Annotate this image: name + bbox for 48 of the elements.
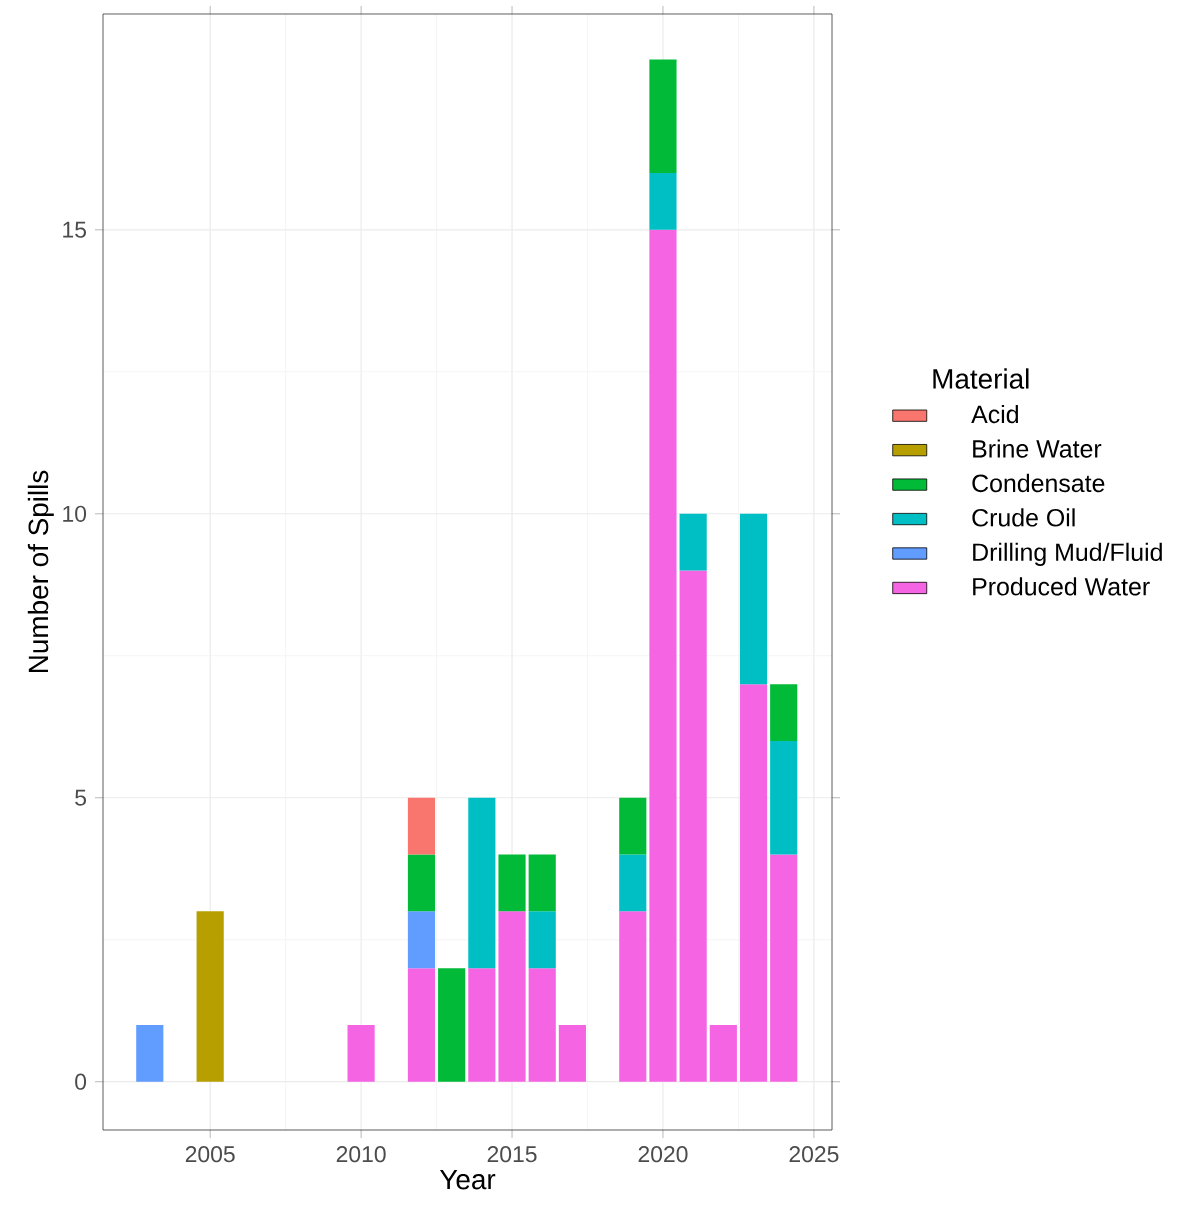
x-axis-title: Year [439, 1169, 496, 1190]
bar [528, 968, 556, 1082]
x-tick-label: 2025 [789, 1146, 839, 1163]
legend-label: Crude Oil [972, 508, 1075, 527]
legend-label: Brine Water [973, 439, 1102, 458]
bar [649, 229, 677, 1082]
bar [739, 684, 768, 1082]
bar [347, 1024, 375, 1082]
bar [679, 570, 707, 1082]
legend-label: Condensate [972, 473, 1105, 493]
bar [468, 797, 496, 969]
y-tick-label: 10 [63, 505, 87, 522]
y-tick-label: 0 [75, 1073, 87, 1090]
bar [619, 854, 647, 912]
legend-label: Acid [971, 404, 1018, 424]
bar [679, 513, 707, 571]
bar [709, 1024, 737, 1082]
bar [196, 911, 224, 1082]
bar [770, 684, 798, 741]
bar [619, 797, 647, 855]
bar [528, 854, 556, 912]
bar [558, 1024, 586, 1082]
bar [619, 911, 647, 1082]
x-tick-label: 2010 [336, 1146, 386, 1163]
y-tick-label: 15 [63, 221, 86, 238]
bar [407, 968, 436, 1082]
legend-label: Drilling Mud/Fluid [973, 542, 1162, 566]
y-tick-label: 5 [75, 789, 86, 806]
bar [407, 911, 436, 969]
bar [136, 1024, 164, 1082]
x-tick-label: 2015 [487, 1146, 537, 1163]
x-tick-label: 2020 [638, 1146, 688, 1163]
bar [407, 797, 436, 855]
legend-title: Material [933, 368, 1029, 389]
bar [498, 911, 526, 1082]
x-tick-label: 2005 [185, 1146, 235, 1163]
bar [438, 968, 466, 1082]
bar [649, 59, 677, 174]
bar [468, 968, 496, 1082]
bar [649, 173, 677, 230]
bar [498, 854, 526, 912]
bar [407, 854, 436, 912]
bar [770, 854, 798, 1082]
legend-label: Produced Water [973, 577, 1150, 596]
bar [739, 513, 768, 685]
bar [528, 911, 556, 969]
y-axis-title: Number of Spills [27, 470, 54, 673]
bar [770, 740, 798, 855]
